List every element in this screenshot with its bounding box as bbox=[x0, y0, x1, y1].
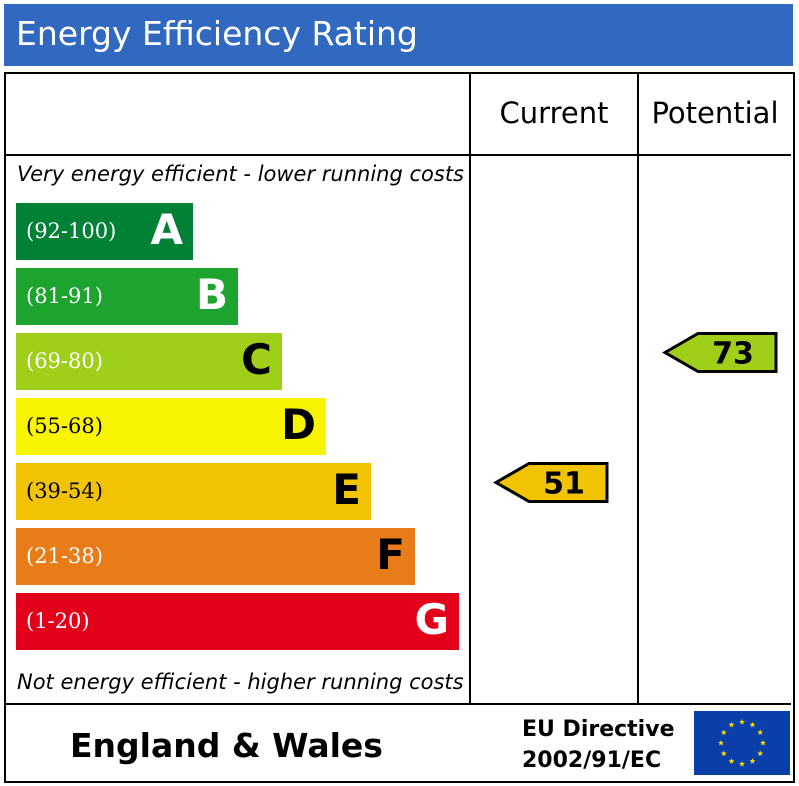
band-g: (1-20) G bbox=[16, 593, 459, 650]
eu-star-icon bbox=[757, 750, 764, 757]
band-b: (81-91) B bbox=[16, 268, 238, 325]
band-c-range: (69-80) bbox=[26, 349, 103, 373]
band-b-letter: B bbox=[195, 270, 228, 319]
eu-star-icon bbox=[749, 721, 756, 728]
directive-line-2: 2002/91/EC bbox=[522, 748, 662, 773]
potential-rating-arrow: 73 bbox=[661, 332, 778, 373]
eu-star-icon bbox=[759, 739, 767, 746]
band-e-range: (39-54) bbox=[26, 479, 103, 503]
band-d-letter: D bbox=[281, 400, 316, 449]
column-potential-header: Potential bbox=[651, 96, 779, 130]
band-a-range: (92-100) bbox=[26, 219, 117, 243]
eu-star-icon bbox=[738, 760, 746, 767]
band-d-range: (55-68) bbox=[26, 414, 103, 438]
potential-rating-value: 73 bbox=[712, 337, 754, 372]
band-a-letter: A bbox=[150, 205, 183, 254]
eu-flag-icon bbox=[694, 711, 790, 775]
directive-line-1: EU Directive bbox=[522, 717, 675, 742]
footer-country: England & Wales bbox=[70, 726, 383, 765]
eu-star-icon bbox=[738, 718, 746, 725]
divider-potential bbox=[637, 74, 639, 704]
band-a: (92-100) A bbox=[16, 203, 193, 260]
band-e: (39-54) E bbox=[16, 463, 371, 520]
divider-current bbox=[469, 74, 471, 704]
page-title: Energy Efficiency Rating bbox=[16, 14, 418, 53]
caption-top: Very energy efficient - lower running co… bbox=[17, 162, 464, 186]
eu-star-icon bbox=[720, 750, 727, 757]
eu-star-icon bbox=[749, 757, 756, 764]
band-c-letter: C bbox=[241, 335, 272, 384]
eu-star-icon bbox=[728, 757, 735, 764]
footer-divider bbox=[6, 703, 791, 705]
band-b-range: (81-91) bbox=[26, 284, 103, 308]
column-current-header: Current bbox=[499, 96, 609, 130]
current-rating-value: 51 bbox=[543, 467, 585, 502]
band-f-letter: F bbox=[376, 530, 405, 579]
band-f: (21-38) F bbox=[16, 528, 415, 585]
rating-frame bbox=[4, 72, 795, 783]
band-g-range: (1-20) bbox=[26, 609, 90, 633]
current-rating-arrow: 51 bbox=[492, 462, 609, 503]
eu-star-icon bbox=[720, 729, 727, 736]
footer-directive: EU Directive 2002/91/EC bbox=[522, 714, 675, 776]
band-d: (55-68) D bbox=[16, 398, 326, 455]
band-g-letter: G bbox=[414, 595, 449, 644]
title-bar: Energy Efficiency Rating bbox=[4, 4, 793, 66]
caption-bottom: Not energy efficient - higher running co… bbox=[17, 670, 464, 694]
eu-star-icon bbox=[757, 729, 764, 736]
eu-star-icon bbox=[728, 721, 735, 728]
eu-star-icon bbox=[717, 739, 725, 746]
band-c: (69-80) C bbox=[16, 333, 282, 390]
band-e-letter: E bbox=[332, 465, 361, 514]
header-divider bbox=[6, 154, 791, 156]
band-f-range: (21-38) bbox=[26, 544, 103, 568]
